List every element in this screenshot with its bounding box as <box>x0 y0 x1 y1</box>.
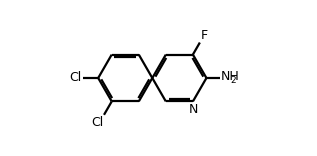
Text: Cl: Cl <box>70 71 82 85</box>
Text: 2: 2 <box>230 76 236 85</box>
Text: Cl: Cl <box>91 116 104 129</box>
Text: NH: NH <box>221 70 240 83</box>
Text: N: N <box>189 103 198 116</box>
Text: F: F <box>201 29 208 42</box>
